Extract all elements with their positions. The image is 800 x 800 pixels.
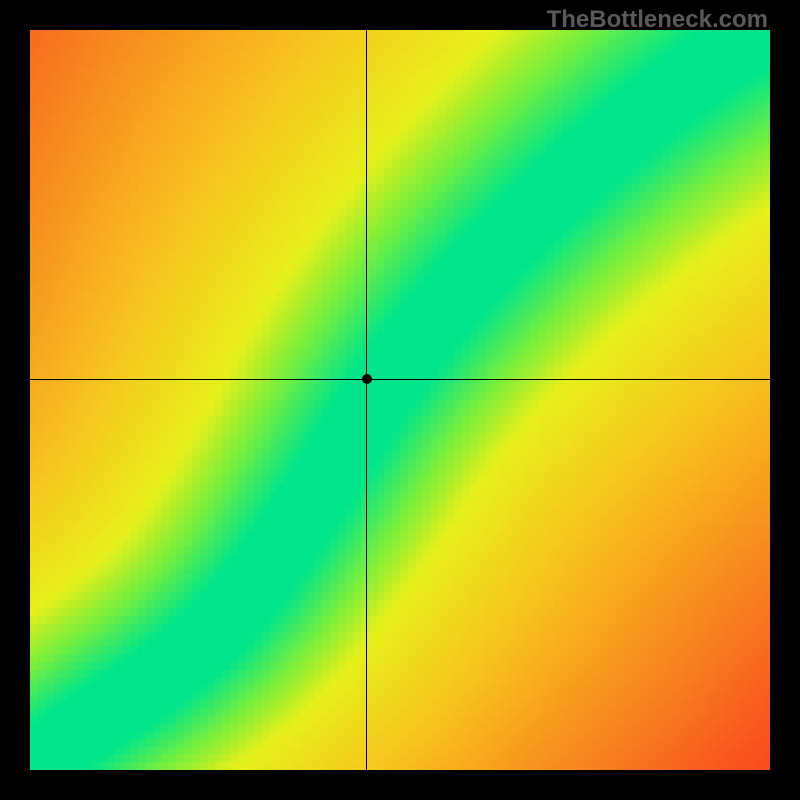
crosshair-vertical xyxy=(366,30,367,770)
crosshair-horizontal xyxy=(30,379,770,380)
chart-container: { "watermark": { "text": "TheBottleneck.… xyxy=(0,0,800,800)
bottleneck-heatmap xyxy=(30,30,770,770)
crosshair-dot xyxy=(362,374,372,384)
watermark-text: TheBottleneck.com xyxy=(547,6,768,34)
